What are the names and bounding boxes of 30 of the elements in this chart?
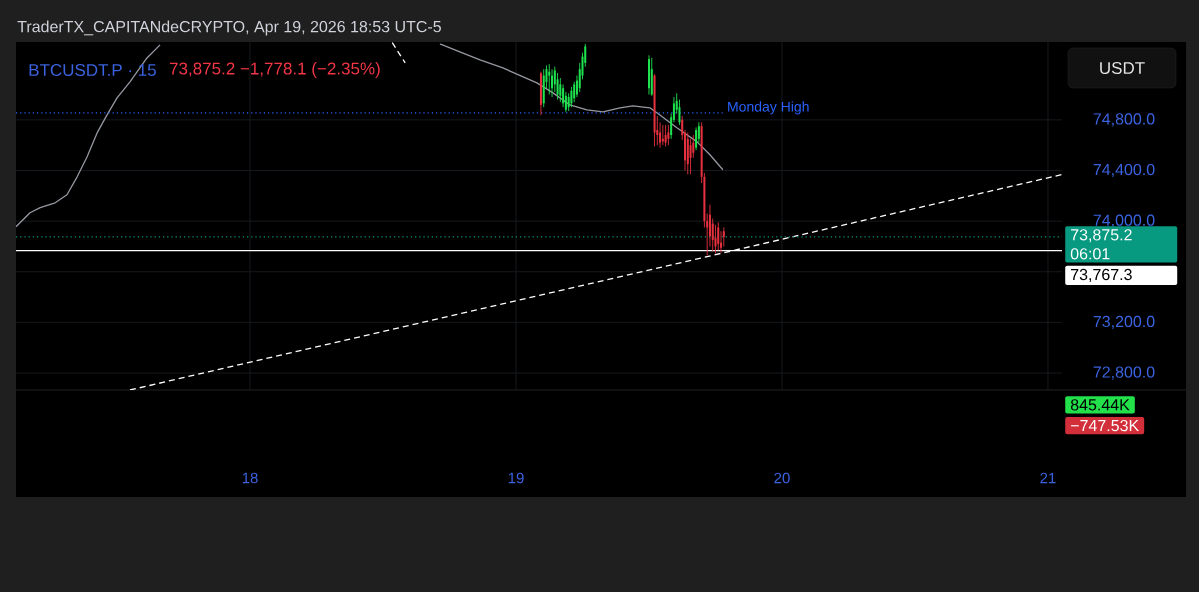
y-axis-title: USDT xyxy=(1100,61,1145,75)
candlestick xyxy=(648,54,650,95)
text: 06:01 xyxy=(1070,248,1110,260)
x-tick-label: 18 xyxy=(242,472,258,484)
annotation: 73,875.2 −1,778.1 (−2.35%) xyxy=(169,62,380,78)
candlestick xyxy=(664,124,667,147)
text: BTCUSDT.P · 15 xyxy=(29,63,156,77)
candlestick xyxy=(695,126,698,151)
chart-title: TraderTX_CAPITANdeCRYPTO, Apr 19, 2026 18:53 UTC-5 xyxy=(17,20,441,36)
ref-line-label: Monday High xyxy=(728,101,809,115)
candlestick xyxy=(689,138,692,175)
candlestick xyxy=(559,77,562,103)
text: −747.53K xyxy=(1071,419,1139,432)
y-tick-label: 74,000.0 xyxy=(1093,214,1155,228)
candlestick xyxy=(667,124,670,146)
candlestick xyxy=(556,72,559,101)
candlestick xyxy=(570,86,573,108)
ref-line-label: 73,875.2 xyxy=(1071,229,1132,243)
candlestick xyxy=(551,68,554,98)
x-tick-label: 20 xyxy=(774,472,790,484)
candlestick xyxy=(717,221,720,251)
y-tick-label: 74,400.0 xyxy=(1093,163,1155,178)
candlestick xyxy=(548,63,551,95)
x-tick-label: 19 xyxy=(508,472,524,484)
ref-line-label: 73,767.3 xyxy=(1071,268,1132,283)
y-tick-label: 73,200.0 xyxy=(1093,315,1155,329)
y-tick-label: 74,800.0 xyxy=(1093,113,1155,127)
x-tick-label: 21 xyxy=(1040,472,1056,484)
y-tick-label: 72,800.0 xyxy=(1093,366,1155,380)
text: 845.44K xyxy=(1070,399,1130,411)
